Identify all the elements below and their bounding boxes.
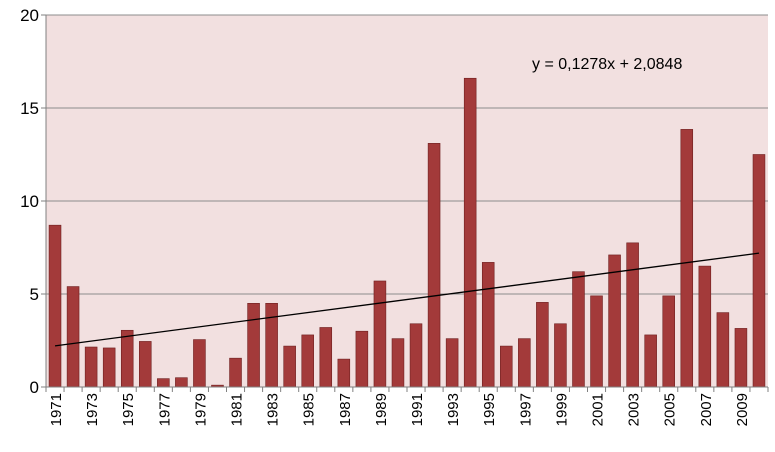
- bar: [752, 154, 766, 388]
- x-tick-label: 1987: [337, 393, 354, 426]
- x-tick-label: 2005: [662, 393, 679, 426]
- bar: [193, 339, 206, 388]
- y-tick-labels: 0 5 10 15 20: [20, 6, 39, 397]
- bar: [518, 338, 531, 388]
- bar: [427, 143, 441, 388]
- bar: [536, 302, 549, 388]
- bar: [554, 323, 567, 388]
- x-tick-label: 1971: [48, 393, 65, 426]
- x-tick-label: 1999: [553, 393, 570, 426]
- x-tick-label: 1993: [445, 393, 462, 426]
- x-tick-label: 2007: [698, 393, 715, 426]
- x-tick-label: 1975: [120, 393, 137, 426]
- bar: [680, 129, 694, 388]
- bar: [626, 242, 639, 388]
- bar: [84, 346, 98, 388]
- x-tick-label: 1981: [229, 393, 246, 426]
- bar: [157, 378, 170, 388]
- bar: [644, 334, 657, 388]
- bar: [102, 347, 116, 388]
- bar: [716, 312, 730, 388]
- x-tick-label: 1997: [517, 393, 534, 426]
- y-tick-label: 0: [30, 378, 39, 397]
- bar: [463, 77, 477, 388]
- x-tick-label: 1991: [409, 393, 426, 426]
- x-tick-label: 1983: [265, 393, 282, 426]
- bar: [373, 280, 387, 388]
- bar: [229, 357, 242, 388]
- bar: [445, 338, 459, 388]
- bar: [283, 345, 296, 388]
- bar: [662, 295, 675, 388]
- bar: [337, 358, 351, 388]
- bar: [319, 327, 333, 388]
- x-tick-label: 2003: [626, 393, 643, 426]
- bar: [391, 338, 405, 388]
- bar: [175, 377, 188, 388]
- x-tick-label: 1977: [156, 393, 173, 426]
- bar: [590, 295, 603, 388]
- bar: [120, 329, 134, 388]
- bar: [265, 302, 278, 388]
- x-tick-labels: 1971 1973 1975 1977 1979 1981 1983 1985 1987 1989…: [48, 393, 751, 426]
- x-tick-label: 2009: [734, 393, 751, 426]
- bar: [48, 224, 62, 388]
- bar: [500, 345, 513, 388]
- bars: [48, 77, 766, 388]
- y-tick-label: 15: [20, 99, 39, 118]
- bar: [409, 323, 423, 388]
- trendline-equation: y = 0,1278x + 2,0848: [532, 56, 682, 73]
- bar: [572, 271, 585, 388]
- bar: [139, 341, 152, 388]
- bar: [355, 330, 369, 388]
- bar: [247, 302, 260, 388]
- axes: [41, 14, 769, 392]
- y-tick-label: 10: [20, 192, 39, 211]
- bar: [608, 254, 621, 388]
- bar: [481, 262, 495, 388]
- y-tick-label: 5: [30, 285, 39, 304]
- x-tick-label: 1989: [373, 393, 390, 426]
- y-tick-label: 20: [20, 6, 39, 25]
- x-tick-label: 1995: [481, 393, 498, 426]
- x-tick-label: 1979: [192, 393, 209, 426]
- gridlines: [46, 14, 768, 295]
- bar: [734, 328, 748, 388]
- bar: [66, 286, 80, 388]
- trend-line: [54, 252, 760, 347]
- x-tick-label: 1973: [84, 393, 101, 426]
- x-tick-label: 2001: [590, 393, 607, 426]
- x-tick-label: 1985: [301, 393, 318, 426]
- bar: [301, 334, 314, 388]
- bar: [698, 265, 712, 388]
